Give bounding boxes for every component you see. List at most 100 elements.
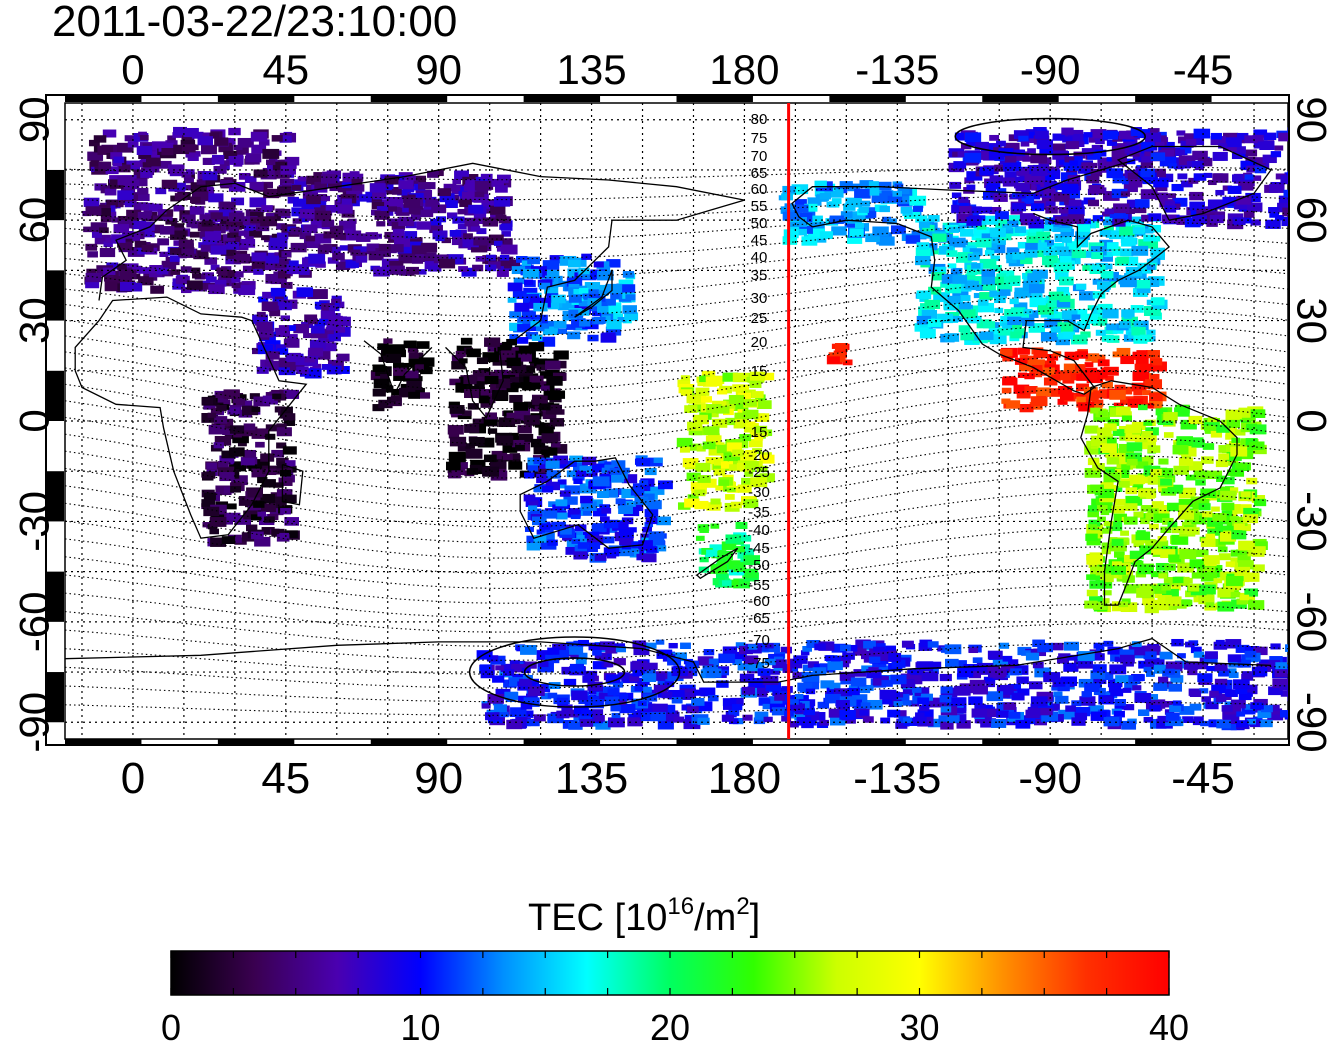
tec-cell <box>973 227 989 237</box>
tec-cell <box>186 220 198 228</box>
magnetic-lat-label: -75 <box>748 655 770 672</box>
tec-cell <box>1189 559 1205 569</box>
tec-cell <box>1125 675 1141 685</box>
tec-cell <box>959 228 974 237</box>
tec-cell <box>1207 470 1223 480</box>
tec-cell <box>1051 374 1061 380</box>
tec-cell <box>1209 690 1219 697</box>
tec-cell <box>575 658 587 665</box>
tec-cell <box>148 203 163 212</box>
tec-cell <box>1081 370 1098 380</box>
tec-cell <box>1179 527 1191 534</box>
tec-cell <box>940 721 954 730</box>
tec-cell <box>1114 699 1126 706</box>
tec-cell <box>1006 257 1017 264</box>
tec-cell <box>839 181 853 189</box>
tec-cell <box>289 361 305 371</box>
tec-cell <box>1148 400 1163 409</box>
tec-cell <box>269 466 285 475</box>
tec-cell <box>610 705 622 712</box>
tec-cell <box>1064 156 1075 163</box>
tec-cell <box>416 341 430 349</box>
tec-cell <box>502 444 518 453</box>
tec-cell <box>621 474 638 484</box>
tec-cell <box>1092 316 1108 326</box>
tec-cell <box>1035 173 1052 183</box>
tec-cell <box>1102 191 1120 201</box>
tec-cell <box>294 179 307 187</box>
tec-cell <box>474 381 485 388</box>
tec-cell <box>922 701 932 708</box>
tec-cell <box>817 701 830 709</box>
tec-cell <box>112 160 123 167</box>
tec-cell <box>1225 561 1236 567</box>
tec-cell <box>1027 148 1036 154</box>
tec-cell <box>1086 175 1100 184</box>
tec-cell <box>523 697 540 707</box>
tec-cell <box>1077 229 1091 238</box>
tec-cell <box>232 433 249 444</box>
tec-cell <box>201 220 213 227</box>
frame-bar-top <box>982 96 1059 102</box>
top-lon-tick-label: 180 <box>709 46 779 93</box>
tec-cell <box>321 219 335 228</box>
tec-cell <box>1156 718 1173 729</box>
frame-bar-top <box>523 96 601 102</box>
tec-cell <box>449 230 462 237</box>
tec-cell <box>748 439 763 448</box>
tec-cell <box>1073 151 1086 159</box>
tec-cell <box>284 156 300 166</box>
coastline <box>98 162 745 301</box>
tec-cell <box>243 510 259 520</box>
tec-cell <box>113 156 125 163</box>
tec-cell <box>1065 705 1076 712</box>
magnetic-contour <box>65 293 1288 355</box>
tec-cell <box>124 160 141 170</box>
tec-cell <box>103 241 113 248</box>
tec-cell <box>473 193 489 203</box>
tec-cell <box>737 663 750 671</box>
tec-cell <box>850 677 867 687</box>
tec-cell <box>1128 474 1145 485</box>
tec-cell <box>887 193 903 203</box>
tec-cell <box>1287 655 1288 663</box>
tec-cell <box>492 713 504 720</box>
tec-cell <box>393 372 407 381</box>
tec-cell <box>1012 252 1025 260</box>
tec-cell <box>1027 273 1042 282</box>
tec-cell <box>408 193 424 202</box>
tec-cell <box>1068 133 1084 144</box>
tec-cell <box>1243 211 1255 218</box>
tec-cell <box>1085 353 1100 362</box>
tec-cell <box>1143 666 1153 673</box>
magnetic-contour <box>65 622 1288 661</box>
tec-cell <box>1033 648 1047 657</box>
tec-cell <box>1238 181 1254 191</box>
tec-cell <box>1119 226 1135 236</box>
tec-cell <box>374 210 390 220</box>
tec-cell <box>933 292 950 303</box>
tec-cell <box>217 270 228 276</box>
tec-cell <box>1232 146 1246 155</box>
tec-cell <box>398 180 414 190</box>
tec-cell <box>512 291 527 300</box>
tec-cell <box>1125 455 1135 461</box>
tec-cell <box>587 334 599 342</box>
tec-cell <box>487 655 499 662</box>
tec-cell <box>231 197 245 206</box>
tec-cell <box>1246 423 1257 431</box>
tec-cell <box>1013 130 1029 139</box>
tec-cell <box>661 704 676 714</box>
tec-cell <box>304 314 318 323</box>
tec-cell <box>300 264 310 270</box>
tec-cell <box>513 277 525 285</box>
tec-cell <box>563 678 577 687</box>
tec-cell <box>853 647 867 656</box>
tec-cell <box>639 480 649 486</box>
tec-cell <box>716 388 728 395</box>
tec-cell <box>223 389 240 400</box>
tec-cell <box>536 473 552 484</box>
tec-cell <box>1285 644 1288 652</box>
tec-cell <box>1148 213 1162 222</box>
tec-cell <box>697 378 711 387</box>
